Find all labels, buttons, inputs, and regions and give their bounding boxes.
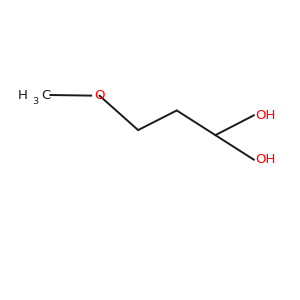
Text: 3: 3 [32, 97, 38, 106]
Text: C: C [41, 88, 51, 101]
Text: H: H [18, 88, 28, 101]
Text: O: O [94, 89, 105, 102]
Text: OH: OH [256, 153, 276, 166]
Text: OH: OH [256, 109, 276, 122]
